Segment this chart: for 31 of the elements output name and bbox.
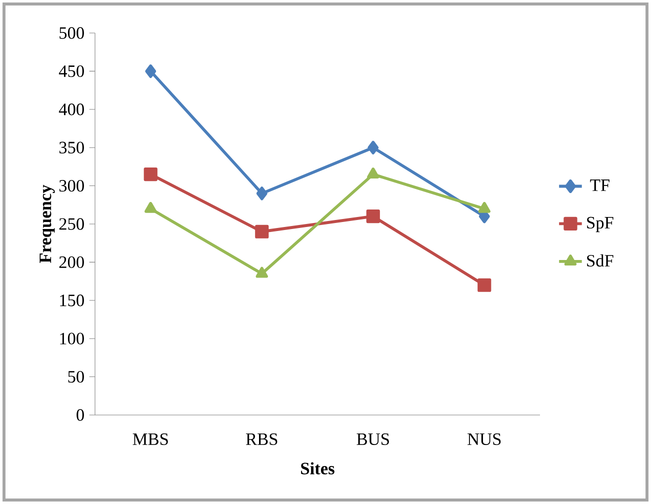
y-tick-label: 450 [58, 65, 84, 78]
point [478, 278, 492, 292]
y-tick-label: 300 [59, 180, 84, 192]
y-axis-title: Frequency [40, 184, 55, 264]
x-tick-label: MBS [132, 433, 168, 446]
point [256, 266, 268, 278]
point [478, 202, 490, 213]
y-tick-label: 200 [59, 256, 84, 268]
point [367, 168, 380, 178]
y-tick-label: 400 [58, 104, 84, 116]
y-tick-label: 500 [60, 27, 84, 39]
point [366, 210, 380, 224]
point [145, 64, 156, 78]
y-tick-label: 250 [59, 218, 84, 230]
y-tick-label: 50 [68, 370, 84, 383]
x-axis-title: Sites [301, 462, 334, 474]
point [144, 202, 157, 213]
y-tick-label: 0 [76, 409, 84, 421]
legend-label: SdF [587, 254, 614, 267]
x-tick-label: BUS [356, 433, 389, 446]
x-tick-label: RBS [246, 433, 278, 446]
point [368, 140, 379, 154]
point [144, 168, 158, 182]
y-tick-label: 350 [59, 142, 84, 154]
y-tick-label: 100 [60, 332, 84, 344]
point [256, 186, 268, 200]
legend-label: SpF [587, 216, 614, 232]
legend-label: TF [590, 180, 610, 191]
x-tick-label: NUS [468, 433, 501, 446]
y-tick-label: 150 [60, 294, 84, 306]
point [255, 224, 269, 238]
